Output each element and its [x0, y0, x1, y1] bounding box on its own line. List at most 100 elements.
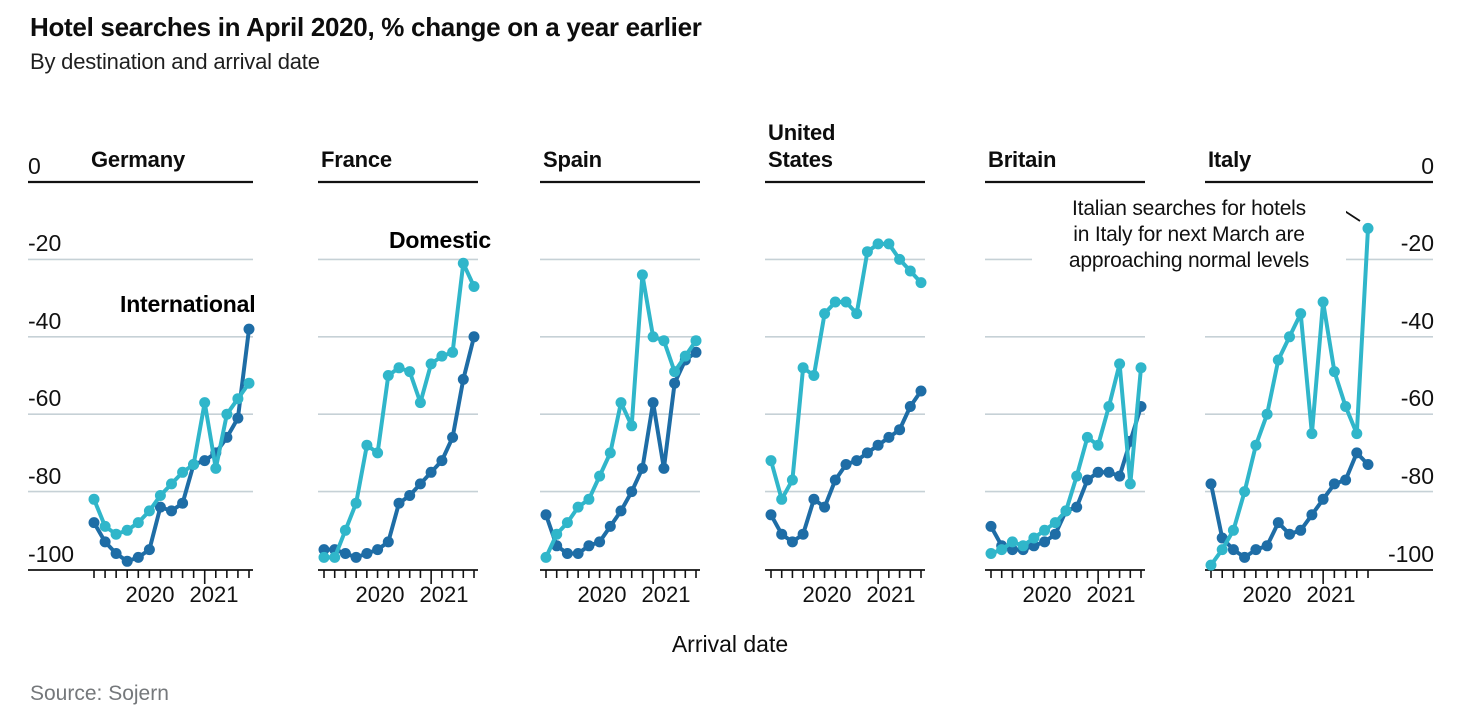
data-point: [232, 393, 244, 405]
data-point: [1039, 536, 1051, 548]
data-point: [904, 401, 916, 412]
data-point: [361, 439, 373, 451]
data-point: [1205, 478, 1217, 490]
annotation-line-1: Italian searches for hotels: [1072, 197, 1306, 220]
data-point: [1306, 509, 1318, 521]
data-point: [776, 493, 788, 505]
data-point: [669, 366, 681, 378]
data-point: [243, 323, 255, 335]
data-point: [808, 493, 820, 505]
data-point: [132, 551, 144, 563]
data-point: [318, 544, 330, 556]
data-point: [414, 478, 426, 490]
data-point: [350, 551, 362, 563]
data-point: [210, 462, 222, 474]
data-point: [1135, 362, 1147, 374]
data-point: [1114, 470, 1126, 482]
data-point: [350, 497, 362, 509]
data-point: [904, 265, 916, 277]
annotation-line-2: in Italy for next March are: [1073, 223, 1305, 246]
data-point: [915, 277, 927, 289]
data-point: [540, 509, 552, 521]
data-point: [1340, 474, 1352, 486]
data-point: [232, 412, 244, 424]
data-point: [1205, 559, 1217, 571]
data-point: [1340, 401, 1352, 412]
data-point: [647, 331, 659, 343]
data-point: [154, 490, 166, 501]
data-point: [883, 431, 895, 443]
data-point: [1060, 505, 1072, 517]
data-point: [647, 397, 659, 409]
data-point: [110, 548, 122, 559]
data-point: [915, 385, 927, 397]
data-point: [604, 520, 616, 532]
data-point: [985, 520, 997, 532]
data-point: [690, 335, 702, 347]
data-point: [583, 493, 595, 505]
data-point: [393, 362, 405, 374]
data-point: [572, 501, 584, 513]
data-point: [339, 524, 351, 536]
data-point: [561, 517, 573, 529]
data-point: [636, 269, 648, 281]
data-point: [1261, 408, 1273, 420]
data-point: [1362, 222, 1374, 234]
data-point: [583, 540, 595, 552]
annotation-line-3: approaching normal levels: [1068, 249, 1310, 272]
data-point: [1039, 524, 1051, 536]
data-point: [1227, 544, 1239, 556]
data-point: [1362, 459, 1374, 470]
data-point: [808, 370, 820, 381]
britain-domestic-line: [989, 361, 1143, 556]
data-point: [1250, 544, 1262, 556]
data-point: [447, 346, 459, 358]
data-point: [1227, 524, 1239, 536]
data-point: [851, 308, 863, 320]
data-point: [166, 505, 177, 517]
data-point: [166, 478, 177, 490]
data-point: [861, 246, 873, 258]
data-point: [1049, 517, 1061, 529]
data-point: [797, 362, 809, 374]
data-point: [1328, 478, 1340, 490]
data-point: [669, 377, 681, 389]
data-point: [1317, 493, 1329, 505]
data-point: [786, 474, 798, 486]
data-point: [594, 470, 606, 482]
data-point: [414, 397, 426, 409]
italy-international-line: [1209, 450, 1370, 560]
data-point: [1239, 486, 1251, 498]
data-point: [188, 459, 200, 470]
data-point: [154, 501, 166, 513]
data-point: [985, 548, 997, 559]
data-point: [143, 544, 155, 556]
data-point: [447, 431, 459, 443]
data-point: [572, 548, 584, 559]
data-point: [872, 238, 884, 250]
data-point: [1351, 428, 1363, 440]
data-point: [690, 346, 702, 358]
data-point: [1216, 544, 1228, 556]
data-point: [1081, 474, 1093, 486]
data-point: [468, 331, 480, 343]
data-point: [615, 505, 627, 517]
data-point: [594, 536, 606, 548]
data-point: [121, 555, 133, 567]
data-point: [551, 528, 563, 540]
data-point: [840, 296, 852, 308]
data-point: [425, 466, 437, 478]
data-point: [382, 370, 394, 381]
data-point: [851, 455, 863, 467]
data-point: [1081, 431, 1093, 443]
data-point: [1103, 401, 1115, 412]
data-point: [436, 455, 448, 467]
data-point: [318, 551, 330, 563]
data-point: [1261, 540, 1273, 552]
data-point: [457, 373, 469, 385]
data-point: [626, 420, 638, 432]
data-point: [121, 524, 133, 536]
italy-domestic-line: [1209, 226, 1370, 568]
